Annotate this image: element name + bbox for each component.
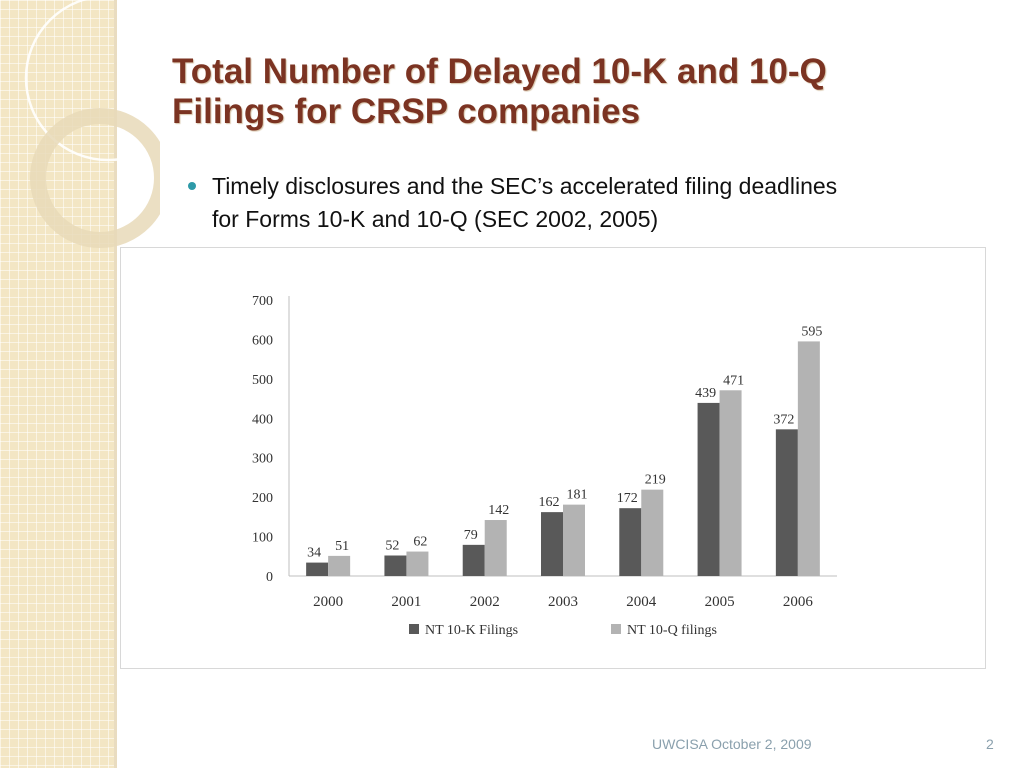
data-label: 34	[307, 546, 321, 561]
x-tick-label: 2004	[626, 594, 657, 610]
x-tick-label: 2000	[313, 594, 343, 610]
data-label: 372	[773, 412, 794, 427]
bar-nt10q	[641, 489, 664, 576]
data-label: 79	[464, 528, 478, 543]
y-tick-label: 200	[252, 491, 273, 506]
y-tick-label: 700	[252, 294, 273, 309]
side-band-edge	[114, 0, 117, 768]
decorative-ring-upper	[24, 0, 160, 162]
slide-title-line1: Total Number of Delayed 10-K and 10-Q	[172, 52, 827, 91]
bar-nt10k	[619, 508, 642, 576]
bar-nt10k	[462, 544, 485, 576]
x-tick-label: 2002	[470, 594, 500, 610]
bar-nt10k	[697, 402, 720, 576]
y-tick-label: 100	[252, 531, 273, 546]
legend-label: NT 10-Q filings	[627, 623, 717, 638]
bar-nt10q	[406, 551, 429, 576]
data-label: 219	[645, 473, 666, 488]
bar-nt10q	[719, 390, 742, 576]
bullet-text: Timely disclosures and the SEC’s acceler…	[212, 170, 998, 236]
chart-frame: 0 100 200 300 400 500 600 700 2000 34 51 2001 52 62 20…	[120, 247, 986, 669]
x-tick-label: 2001	[391, 594, 421, 610]
y-tick-label: 600	[252, 333, 273, 348]
y-tick-label: 500	[252, 373, 273, 388]
bullet-dot-icon	[188, 182, 196, 190]
legend-swatch-nt10q	[611, 624, 621, 634]
data-label: 439	[695, 386, 716, 401]
bar-nt10k	[775, 429, 798, 576]
bar-nt10q	[484, 520, 507, 576]
data-label: 181	[567, 488, 588, 503]
bullet-text-line2: for Forms 10-K and 10-Q (SEC 2002, 2005)	[212, 206, 659, 232]
y-tick-label: 0	[266, 570, 273, 585]
x-tick-label: 2005	[705, 594, 735, 610]
bar-chart: 0 100 200 300 400 500 600 700 2000 34 51 2001 52 62 20…	[252, 294, 837, 638]
data-label: 142	[488, 503, 509, 518]
bar-nt10q	[563, 504, 585, 576]
data-label: 172	[617, 491, 638, 506]
data-label: 595	[801, 324, 822, 339]
legend-swatch-nt10k	[409, 624, 419, 634]
bullet-item: Timely disclosures and the SEC’s acceler…	[188, 170, 998, 236]
bar-nt10q	[328, 555, 351, 576]
data-label: 62	[413, 535, 427, 550]
x-tick-label: 2003	[548, 594, 578, 610]
bullet-text-line1: Timely disclosures and the SEC’s acceler…	[212, 173, 838, 199]
slide-title: Total Number of Delayed 10-K and 10-Q Fi…	[172, 52, 972, 132]
data-label: 471	[723, 373, 744, 388]
bar-nt10q	[797, 341, 820, 576]
data-label: 52	[385, 538, 399, 553]
bar-nt10k	[306, 562, 329, 576]
bar-nt10k	[384, 555, 407, 576]
footer-text: UWCISA October 2, 2009	[652, 736, 812, 752]
bar-nt10k	[541, 512, 563, 576]
slide-title-line2: Filings for CRSP companies	[172, 92, 641, 131]
legend-label: NT 10-K Filings	[425, 623, 518, 638]
data-label: 162	[539, 495, 560, 510]
page-number: 2	[986, 736, 994, 752]
decorative-ring-lower	[30, 108, 160, 248]
y-tick-label: 400	[252, 412, 273, 427]
y-tick-label: 300	[252, 452, 273, 467]
data-label: 51	[335, 539, 349, 554]
decorative-rings	[24, 0, 160, 248]
x-tick-label: 2006	[783, 594, 814, 610]
